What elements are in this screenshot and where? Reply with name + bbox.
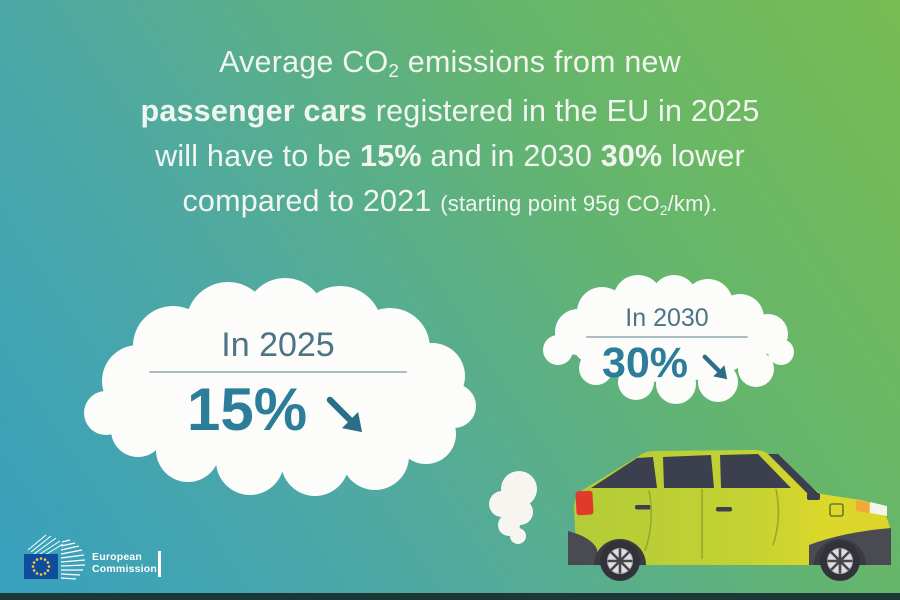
european-commission-logo: [24, 534, 86, 580]
car-illustration: [568, 450, 891, 581]
headline-line-3: will have to be 15% and in 2030 30% lowe…: [0, 134, 900, 179]
car-rear-bumper: [568, 531, 599, 565]
cloud-2030-year-label: In 2030: [625, 304, 709, 332]
side-mirror: [807, 493, 820, 500]
cloud-2025: In 2025 15%: [78, 278, 478, 498]
down-right-arrow-icon: [702, 354, 728, 379]
headline-bold-15: 15%: [360, 139, 422, 173]
cloud-2030: In 2030 30%: [538, 274, 796, 404]
taillight: [575, 490, 594, 516]
fuel-cap: [829, 503, 844, 517]
down-right-arrow-icon: [326, 396, 363, 432]
cloud-2030-value: 30%: [601, 339, 689, 387]
cloud-2025-content: In 2025 15%: [78, 278, 478, 444]
exhaust-smoke-icon: [489, 471, 537, 544]
headlight: [856, 500, 887, 516]
ec-org-line-2: Commission: [92, 563, 158, 575]
headline-text: compared to 2021: [182, 184, 441, 218]
eu-flag-icon: [24, 554, 58, 579]
cloud-2030-content: In 2030 30%: [538, 274, 796, 388]
headline-bold-passenger-cars: passenger cars: [140, 94, 368, 128]
ec-logo-divider: [158, 551, 161, 577]
front-wheel: [820, 541, 860, 581]
headline-text: emissions from new: [399, 45, 681, 79]
subscript-2: 2: [388, 61, 400, 83]
bottom-bar: [0, 593, 900, 600]
door-seams: [644, 488, 780, 559]
note-text: /km).: [667, 191, 718, 216]
cloud-divider: [586, 336, 748, 338]
headline-line-4: compared to 2021 (starting point 95g CO2…: [0, 179, 900, 229]
cloud-2030-value-row: 30%: [538, 339, 796, 388]
cloud-shape-icon: [84, 278, 476, 496]
headline-text: Average CO: [219, 45, 389, 79]
cloud-2025-value-row: 15%: [78, 375, 478, 444]
note-text: (starting point 95g CO: [440, 191, 660, 216]
door-handles: [635, 505, 732, 512]
cloud-2025-year-label: In 2025: [221, 326, 335, 364]
headline-text: and in 2030: [421, 139, 601, 173]
logo-sail-icon: [60, 539, 86, 580]
cloud-2025-value: 15%: [186, 376, 308, 443]
headline-text: registered in the EU in 2025: [367, 94, 760, 128]
headline-text: will have to be: [155, 139, 361, 173]
headline-text: lower: [662, 139, 745, 173]
headline-line-2: passenger cars registered in the EU in 2…: [0, 89, 900, 134]
headline-bold-30: 30%: [600, 139, 663, 173]
subscript-2: 2: [659, 202, 668, 218]
ec-logo-text: European Commission: [92, 551, 157, 575]
rear-wheel: [600, 541, 640, 581]
car-windows: [591, 454, 820, 500]
headline-line-1: Average CO2 emissions from new: [0, 40, 900, 89]
headline-note: (starting point 95g CO2/km).: [440, 191, 718, 218]
ec-org-line-1: European: [92, 551, 143, 563]
headline: Average CO2 emissions from new passenger…: [0, 40, 900, 229]
cloud-divider: [149, 371, 407, 373]
